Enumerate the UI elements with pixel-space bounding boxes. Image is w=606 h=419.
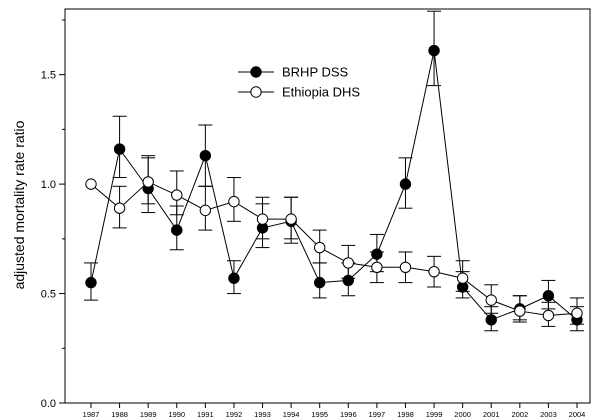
data-point [85, 178, 97, 190]
x-tick-label: 1999 [426, 410, 443, 419]
y-tick-label: 0.5 [41, 289, 56, 301]
x-tick-label: 1994 [283, 410, 300, 419]
data-point [542, 290, 555, 302]
y-axis: 0.0 0.5 1.0 1.5 [41, 19, 65, 410]
series-line [90, 181, 578, 316]
data-point [514, 305, 526, 317]
data-point [113, 143, 126, 155]
data-point [485, 294, 497, 306]
data-point [542, 309, 555, 322]
data-point [485, 314, 497, 326]
data-point [113, 202, 126, 214]
x-tick-label: 1995 [311, 410, 328, 419]
legend-marker [250, 86, 262, 98]
data-point [428, 44, 440, 57]
data-point [399, 178, 412, 190]
legend-label: Ethiopia DHS [282, 85, 360, 100]
legend: BRHP DSS Ethiopia DHS [238, 65, 360, 100]
x-tick-label: 1992 [226, 410, 243, 419]
y-tick-label: 0.0 [41, 398, 56, 410]
x-tick-label: 1988 [111, 410, 128, 419]
x-tick-label: 2002 [511, 410, 528, 419]
data-point [228, 272, 240, 284]
data-point [399, 261, 412, 273]
data-point [371, 261, 383, 273]
series-1 [85, 155, 584, 327]
data-point [456, 272, 469, 284]
x-tick-label: 2000 [454, 410, 471, 419]
data-point [571, 307, 583, 319]
data-point [228, 195, 240, 208]
x-tick-label: 1997 [369, 410, 386, 419]
legend-label: BRHP DSS [282, 65, 349, 80]
x-tick-label: 2004 [569, 410, 586, 419]
legend-item: BRHP DSS [238, 65, 349, 80]
x-tick-label: 2003 [540, 410, 557, 419]
series-0 [84, 10, 584, 332]
data-point [428, 265, 440, 278]
y-tick-label: 1.0 [41, 179, 56, 191]
x-tick-label: 1993 [254, 410, 271, 419]
data-point [171, 189, 183, 201]
legend-marker [250, 66, 262, 78]
data-point [285, 213, 297, 225]
series-layer [84, 10, 584, 332]
data-point [199, 149, 212, 162]
y-axis-label: adjusted mortality rate ratio [11, 120, 27, 289]
x-tick-label: 1990 [168, 410, 185, 419]
data-point [314, 276, 326, 289]
data-point [342, 257, 354, 269]
x-tick-label: 1991 [197, 410, 214, 419]
data-point [142, 176, 154, 188]
x-tick-label: 1987 [83, 410, 100, 419]
data-point [85, 276, 97, 289]
x-tick-label: 1998 [397, 410, 414, 419]
plot-frame [64, 8, 591, 404]
x-tick-label: 1989 [140, 410, 157, 419]
x-axis: 1987 1988 1989 1990 1991 1992 1993 1994 1995 1996… [83, 403, 586, 419]
x-tick-label: 1996 [340, 410, 357, 419]
data-point [199, 204, 212, 217]
data-point [314, 241, 326, 254]
data-point [171, 224, 183, 236]
x-tick-label: 2001 [483, 410, 500, 419]
data-point [256, 213, 269, 225]
y-tick-label: 1.5 [41, 70, 56, 82]
legend-item: Ethiopia DHS [238, 85, 360, 100]
